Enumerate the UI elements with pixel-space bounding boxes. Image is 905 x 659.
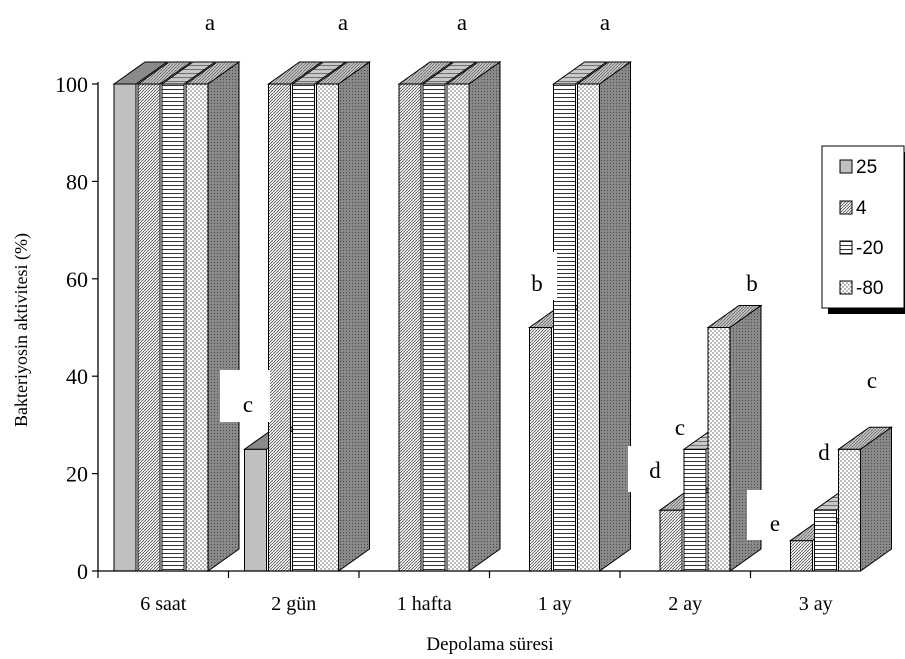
annotation-label-1-ay: b [531,271,543,296]
bar-front [446,83,470,572]
x-tick-label-6-saat: 6 saat [140,593,187,615]
annotation-label-1-ay: a [600,10,610,35]
bar-top [551,61,609,85]
legend-swatch-4 [839,200,853,215]
bar-front [161,83,185,572]
bar-side [338,61,370,572]
bar-2-ay-80 [706,304,763,572]
annotation-backdrop [747,490,787,540]
bar-front [185,83,209,572]
y-tick-label: 20 [66,462,88,487]
annotation-backdrop [628,446,672,492]
legend: 25 4 -20 -80 [821,145,905,314]
legend-entry-minus20: -20 [839,238,883,259]
annotation-label-3-ay: e [770,511,780,536]
bar-side [860,426,892,572]
bar-front [316,83,339,572]
bar-front [790,540,813,572]
legend-label-4: 4 [856,198,867,219]
legend-entry-4: 4 [839,198,867,219]
annotation-label-1-hafta: a [457,10,467,35]
legend-label-25: 25 [856,157,877,178]
legend-label-minus80: -80 [856,278,883,299]
bar-side [599,61,631,572]
bar-front [838,448,861,572]
annotation-backdrop [220,370,270,422]
bar-top [421,61,478,85]
x-tick-label-3-ay: 3 ay [799,593,833,615]
legend-swatch-minus80 [839,280,853,295]
legend-box [821,145,905,309]
bar-top [266,61,324,85]
axes-layer: 0 20 40 60 80 100 6 saat 2 gün 1 hafta 1 ay 2 ay 3 … [11,72,859,655]
annotation-label-2-ay: b [746,271,758,296]
y-axis-title: Bakteriyosin aktivitesi (%) [11,233,32,427]
x-tick-label-1-ay: 1 ay [538,593,572,615]
annotation-label-2-ay: d [649,458,661,483]
bar-front [292,83,315,572]
bar-front [137,83,161,572]
legend-label-minus20: -20 [856,238,883,259]
bar-front [814,509,837,572]
bars-layer [112,61,894,572]
bar-1-hafta-20 [421,61,478,572]
bar-top [290,61,348,85]
legend-swatch-25 [839,159,853,174]
bar-2-g-n-20 [290,61,348,572]
y-tick-label: 100 [55,72,88,97]
bar-front [529,327,552,572]
bar-front [683,448,707,572]
annotation-label-6-saat: a [205,10,215,35]
x-tick-label-2-g-n: 2 gün [271,593,316,615]
bar-1-hafta-80 [445,61,502,572]
bar-3-ay-80 [836,426,894,572]
bar-2-g-n-80 [314,61,372,572]
annotation-label-3-ay: c [867,368,877,393]
bar-top [397,61,454,85]
bar-6-saat-25 [112,61,169,572]
bar-top [112,61,169,85]
bar-6-saat-80 [184,61,241,572]
legend-entry-25: 25 [839,157,877,178]
annotation-label-2-ay: c [675,415,685,440]
bar-front [422,83,446,572]
annotation-backdrop [744,260,774,294]
bar-front [244,448,267,572]
y-tick-label: 0 [77,559,88,584]
y-tick-label: 40 [66,364,88,389]
bar-1-ay-20 [551,61,609,572]
bar-front [113,83,137,572]
bar-top [136,61,193,85]
bar-top [160,61,217,85]
legend-entry-minus80: -80 [839,278,883,299]
x-axis-title: Depolama süresi [426,634,553,655]
annotation-backdrop [507,252,557,300]
bar-front [268,83,291,572]
annotation-label-3-ay: d [818,440,830,465]
legend-swatch-minus20 [839,240,853,255]
bar-front [577,83,600,572]
annotation-label-2-g-n: c [243,392,253,417]
bar-side [468,61,501,572]
bar-front [707,327,731,572]
y-tick-label: 80 [66,169,88,194]
bar-front [659,509,683,572]
bar-1-ay-80 [575,61,633,572]
y-tick-label: 60 [66,267,88,292]
x-tick-label-2-ay: 2 ay [668,593,702,615]
annotation-label-2-g-n: a [338,10,348,35]
bar-front [398,83,422,572]
x-tick-label-1-hafta: 1 hafta [397,593,452,615]
bar-side [207,61,240,572]
bar-front [553,83,576,572]
